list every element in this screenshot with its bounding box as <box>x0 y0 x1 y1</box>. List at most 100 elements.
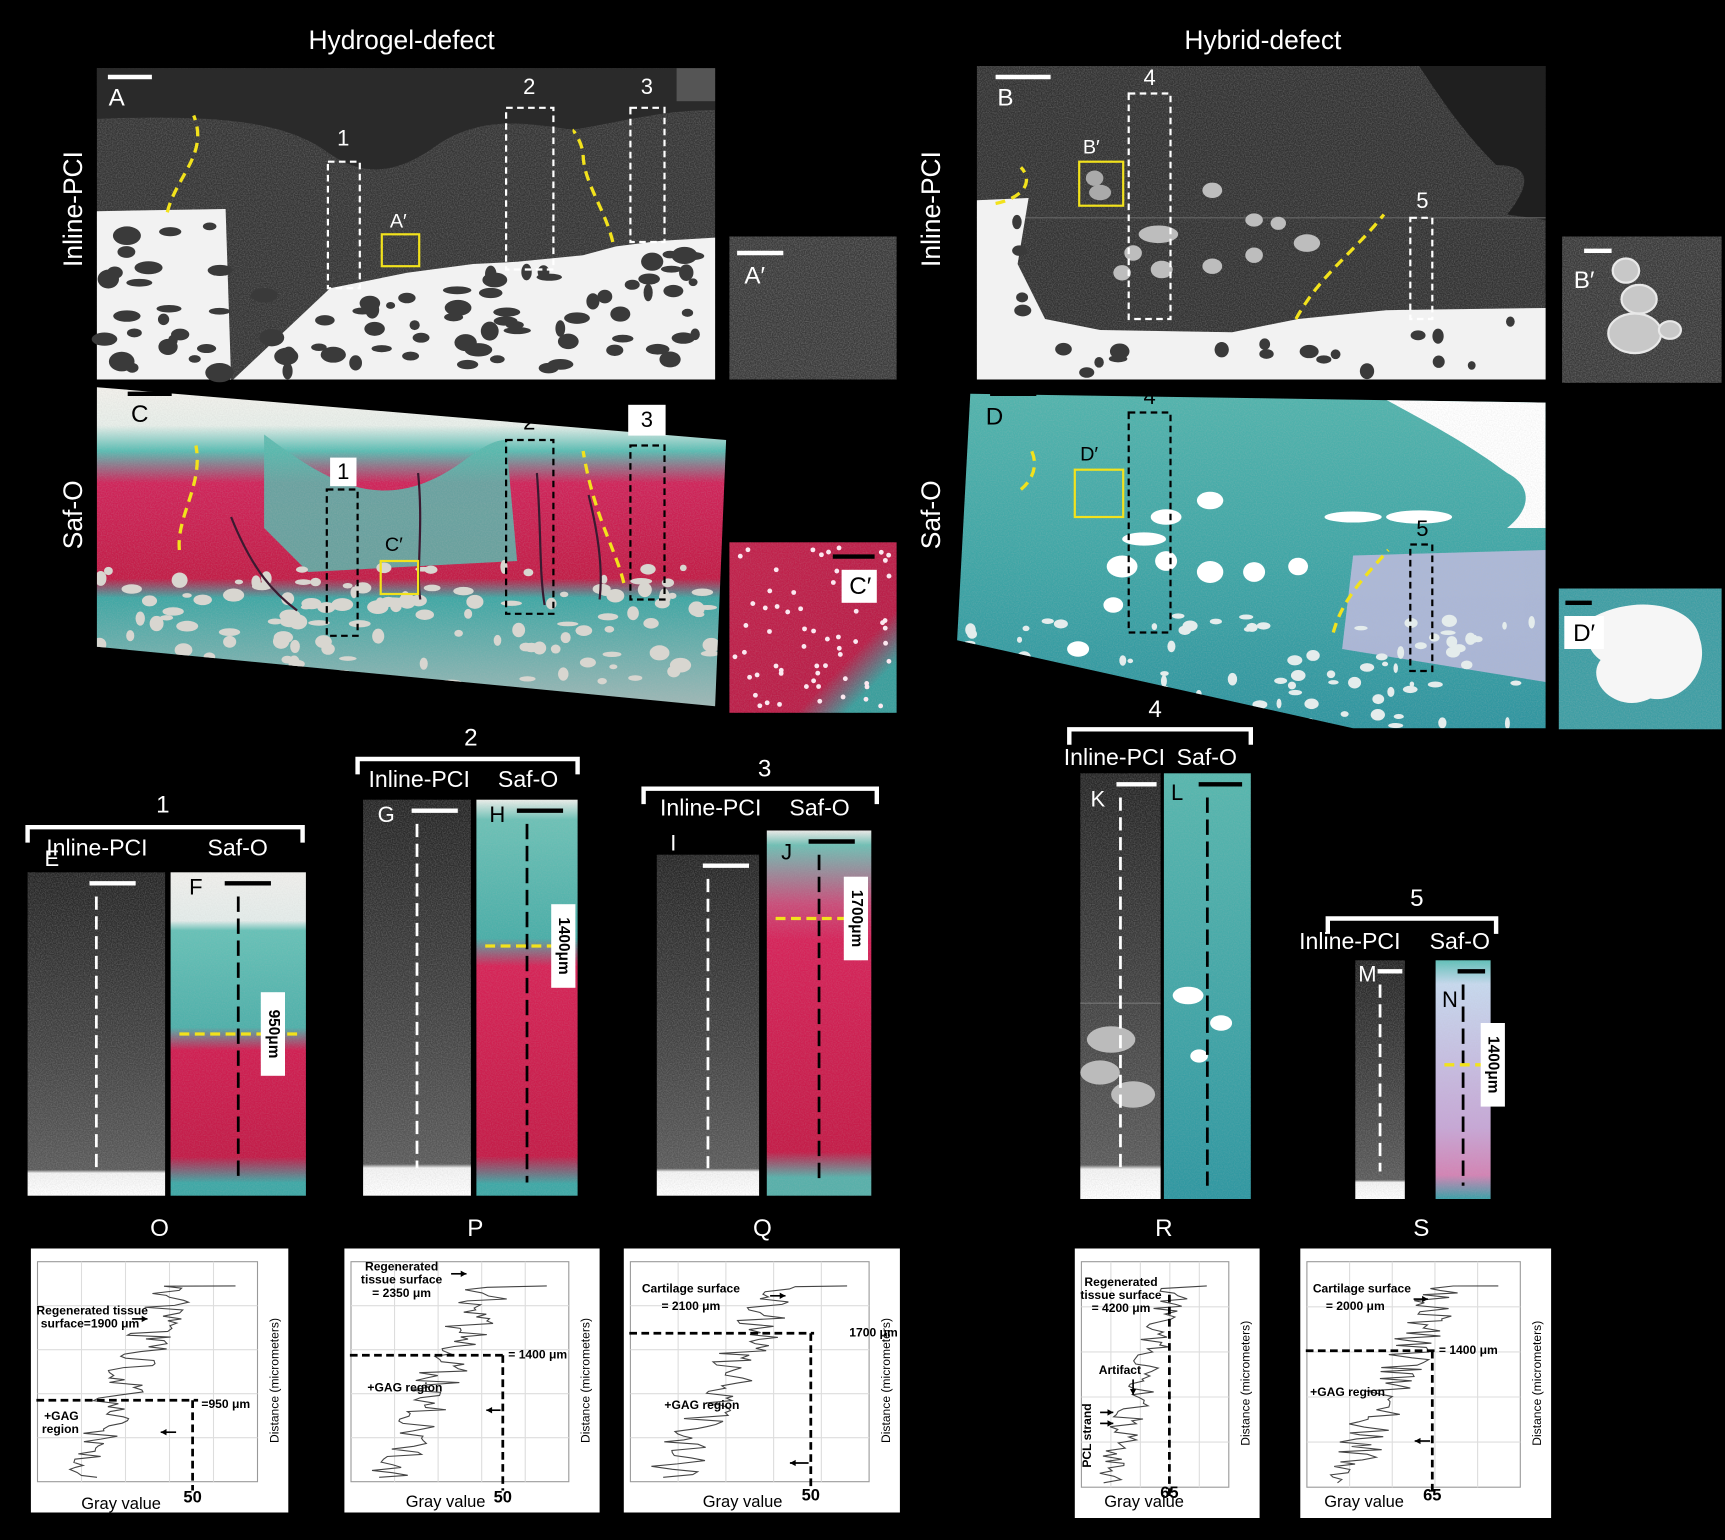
cell <box>803 684 809 690</box>
bone-pore <box>279 615 301 628</box>
bone-pore <box>1472 634 1478 643</box>
pcl-strand <box>1111 1081 1156 1108</box>
bone-pore <box>671 332 696 344</box>
group-number: 3 <box>758 755 771 782</box>
plot-frame <box>629 1261 870 1483</box>
bone-pore <box>523 568 534 577</box>
y-axis-label: Distance (micrometers) <box>879 1318 893 1443</box>
cell <box>754 672 760 678</box>
bone-pore <box>669 657 692 673</box>
pcl-strand <box>1086 1026 1136 1053</box>
cell <box>882 625 888 631</box>
annotation: PCL strand <box>1080 1403 1094 1467</box>
bone-pore <box>295 579 312 585</box>
cartilage-surface <box>96 68 716 170</box>
bone-pore <box>560 632 571 644</box>
annotation: Cartilage surface <box>642 1281 740 1295</box>
bone-pore <box>321 643 335 655</box>
bone-pore <box>637 582 652 598</box>
bone-pore <box>320 346 346 363</box>
panel-letter: I <box>670 831 676 856</box>
arrow-head <box>1107 1420 1114 1427</box>
group-number: 1 <box>156 792 169 819</box>
cell <box>785 609 791 615</box>
bone-pore <box>559 591 569 598</box>
bone-pore <box>1467 361 1476 370</box>
panel-letter: G <box>378 802 395 827</box>
bone-pore <box>91 332 118 346</box>
annotation: = 1400 μm <box>1439 1343 1498 1357</box>
bone-pore <box>700 650 720 657</box>
boundary-line <box>581 450 626 584</box>
bone-pore <box>371 345 392 353</box>
bone-pore <box>1214 341 1229 358</box>
pcl-strand <box>1293 234 1321 252</box>
bone-pore <box>135 611 145 626</box>
void <box>1150 509 1182 525</box>
bone-pore <box>1388 723 1404 729</box>
bone-pore <box>1393 663 1398 674</box>
bone-pore <box>1375 653 1388 661</box>
panel-letter: C′ <box>849 573 871 600</box>
region-box <box>629 106 666 244</box>
cell <box>836 645 842 651</box>
annotation: Artifact <box>1099 1363 1141 1377</box>
bone-pore <box>638 273 660 285</box>
bone-pore <box>331 598 354 611</box>
x-axis-label: Gray value <box>406 1493 486 1511</box>
arrow-head <box>789 1459 796 1467</box>
group-number: 2 <box>464 725 477 752</box>
modality-label: Saf-O <box>498 766 558 792</box>
plot-title: P <box>467 1215 483 1242</box>
bone-pore <box>558 667 569 681</box>
panel-letter: J <box>781 839 792 864</box>
bone-pore <box>628 675 643 681</box>
bone-pore <box>308 620 330 626</box>
yellow-box <box>1073 468 1125 519</box>
bracket <box>641 786 880 805</box>
bone-pore <box>162 607 184 616</box>
bone-pore <box>1094 356 1104 368</box>
region-number: 3 <box>641 74 653 99</box>
void <box>1210 1015 1233 1031</box>
boundary-line <box>995 166 1028 206</box>
panel-letter: D <box>986 403 1003 430</box>
bone-pore <box>512 622 526 638</box>
bone-pore <box>500 600 523 606</box>
cell <box>817 698 823 704</box>
panel-letter: N <box>1442 987 1458 1012</box>
bone-pore <box>1274 677 1288 684</box>
bone-pore <box>342 582 353 589</box>
bone-pore <box>1287 681 1297 690</box>
label-background <box>1480 1023 1505 1107</box>
annotation: +GAG region <box>664 1398 739 1412</box>
bone-pore <box>159 615 174 621</box>
bone-pore <box>1414 642 1427 650</box>
bone-pore <box>702 637 721 653</box>
bone-pore <box>1053 619 1068 629</box>
pcl-strand <box>1150 260 1173 279</box>
bone-pore <box>339 656 357 661</box>
bone-pore <box>1354 625 1368 631</box>
region-number: 4 <box>1143 65 1155 90</box>
cell <box>801 644 807 649</box>
bone-pore <box>171 328 190 341</box>
bone-pore <box>134 261 163 275</box>
group-number: 5 <box>1410 885 1423 912</box>
y-axis-label: Distance (micrometers) <box>1239 1321 1253 1446</box>
cell <box>811 628 816 634</box>
measurement-label: 950μm <box>265 1010 282 1059</box>
bone-pore <box>126 278 153 287</box>
bone-pore <box>464 608 473 619</box>
label: Inline-PCI <box>916 151 946 267</box>
region-number: 2 <box>523 74 535 99</box>
bone-pore <box>364 321 385 336</box>
bone-pore <box>188 355 201 363</box>
cell <box>878 703 884 709</box>
bone-pore <box>659 351 681 368</box>
pcl-strand <box>1202 182 1223 198</box>
bone-pore <box>688 601 705 617</box>
cell <box>773 663 779 669</box>
